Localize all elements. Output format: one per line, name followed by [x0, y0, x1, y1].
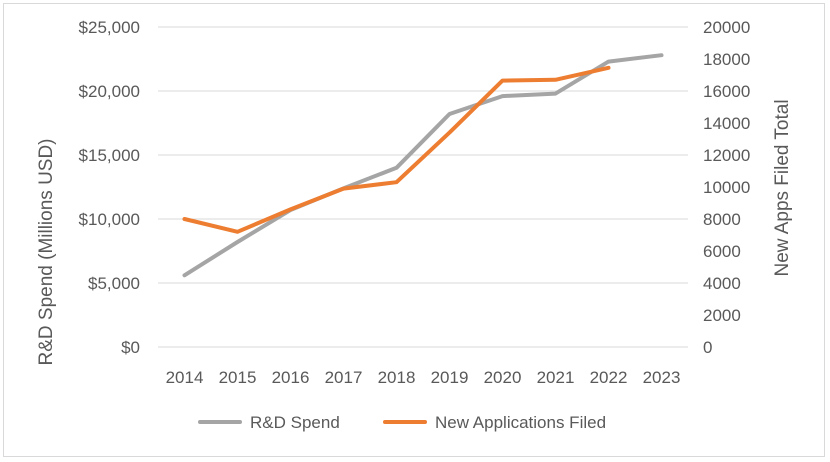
y2-tick-label: 6000 — [703, 242, 741, 261]
series-lines — [182, 53, 664, 278]
x-tick-label: 2021 — [537, 368, 575, 387]
y2-tick-label: 10000 — [703, 178, 750, 197]
y-tick-label: $25,000 — [79, 18, 140, 37]
y2-tick-label: 12000 — [703, 146, 750, 165]
legend-label: R&D Spend — [250, 413, 340, 432]
y2-tick-label: 0 — [703, 338, 712, 357]
y2-tick-label: 20000 — [703, 18, 750, 37]
x-tick-label: 2023 — [643, 368, 681, 387]
x-tick-label: 2014 — [166, 368, 204, 387]
y2-tick-label: 4000 — [703, 274, 741, 293]
series-line-new-applications-filed — [182, 65, 611, 234]
legend-label: New Applications Filed — [435, 413, 606, 432]
y-tick-label: $20,000 — [79, 82, 140, 101]
y2-axis-label: New Apps Filed Total — [772, 99, 793, 276]
y2-tick-label: 18000 — [703, 50, 750, 69]
x-tick-label: 2018 — [378, 368, 416, 387]
left-axis-ticks: $0 $5,000 $10,000 $15,000 $20,000 $25,000 — [79, 18, 140, 357]
y2-tick-label: 8000 — [703, 210, 741, 229]
x-tick-label: 2019 — [431, 368, 469, 387]
y2-tick-label: 14000 — [703, 114, 750, 133]
y-tick-label: $10,000 — [79, 210, 140, 229]
y-axis-label: R&D Spend (Millions USD) — [36, 138, 57, 365]
legend: R&D Spend New Applications Filed — [198, 413, 606, 432]
y2-tick-label: 16000 — [703, 82, 750, 101]
x-tick-label: 2016 — [272, 368, 310, 387]
right-axis-ticks: 0 2000 4000 6000 8000 10000 12000 14000 16000 180… — [703, 18, 750, 357]
series-line-rd-spend — [182, 53, 664, 278]
y-tick-label: $15,000 — [79, 146, 140, 165]
x-tick-label: 2015 — [219, 368, 257, 387]
y2-tick-label: 2000 — [703, 306, 741, 325]
y-tick-label: $5,000 — [88, 274, 140, 293]
x-axis-ticks: 2014 2015 2016 2017 2018 2019 2020 2021 2022 2023 — [166, 368, 681, 387]
y-tick-label: $0 — [121, 338, 140, 357]
x-tick-label: 2022 — [590, 368, 628, 387]
gridlines — [158, 26, 688, 348]
chart-frame — [3, 3, 825, 457]
x-tick-label: 2020 — [484, 368, 522, 387]
x-tick-label: 2017 — [325, 368, 363, 387]
